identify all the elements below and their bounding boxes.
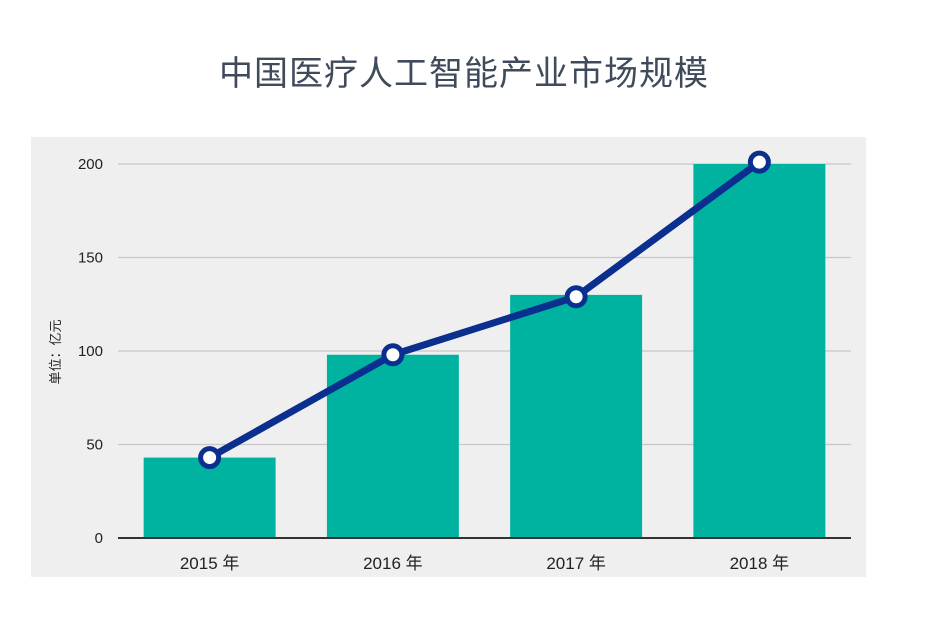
line-point bbox=[198, 446, 222, 470]
line-point bbox=[747, 150, 771, 174]
y-tick-label: 50 bbox=[86, 437, 103, 454]
x-tick-label: 2016 年 bbox=[363, 554, 423, 573]
y-tick-label: 100 bbox=[78, 343, 103, 360]
x-tick-label: 2015 年 bbox=[180, 554, 240, 573]
line-point bbox=[564, 285, 588, 309]
y-axis-label: 单位：亿元 bbox=[48, 319, 63, 384]
y-tick-label: 200 bbox=[78, 156, 103, 173]
line-series bbox=[206, 158, 763, 462]
line-point bbox=[381, 343, 405, 367]
bar bbox=[510, 294, 643, 538]
bar bbox=[143, 457, 276, 538]
bar bbox=[326, 354, 459, 538]
chart-title: 中国医疗人工智能产业市场规模 bbox=[219, 54, 709, 94]
x-tick-label: 2018 年 bbox=[730, 554, 790, 573]
x-tick-label: 2017 年 bbox=[546, 554, 606, 573]
y-tick-label: 0 bbox=[95, 530, 103, 547]
y-tick-label: 150 bbox=[78, 250, 103, 267]
bar bbox=[693, 164, 826, 538]
